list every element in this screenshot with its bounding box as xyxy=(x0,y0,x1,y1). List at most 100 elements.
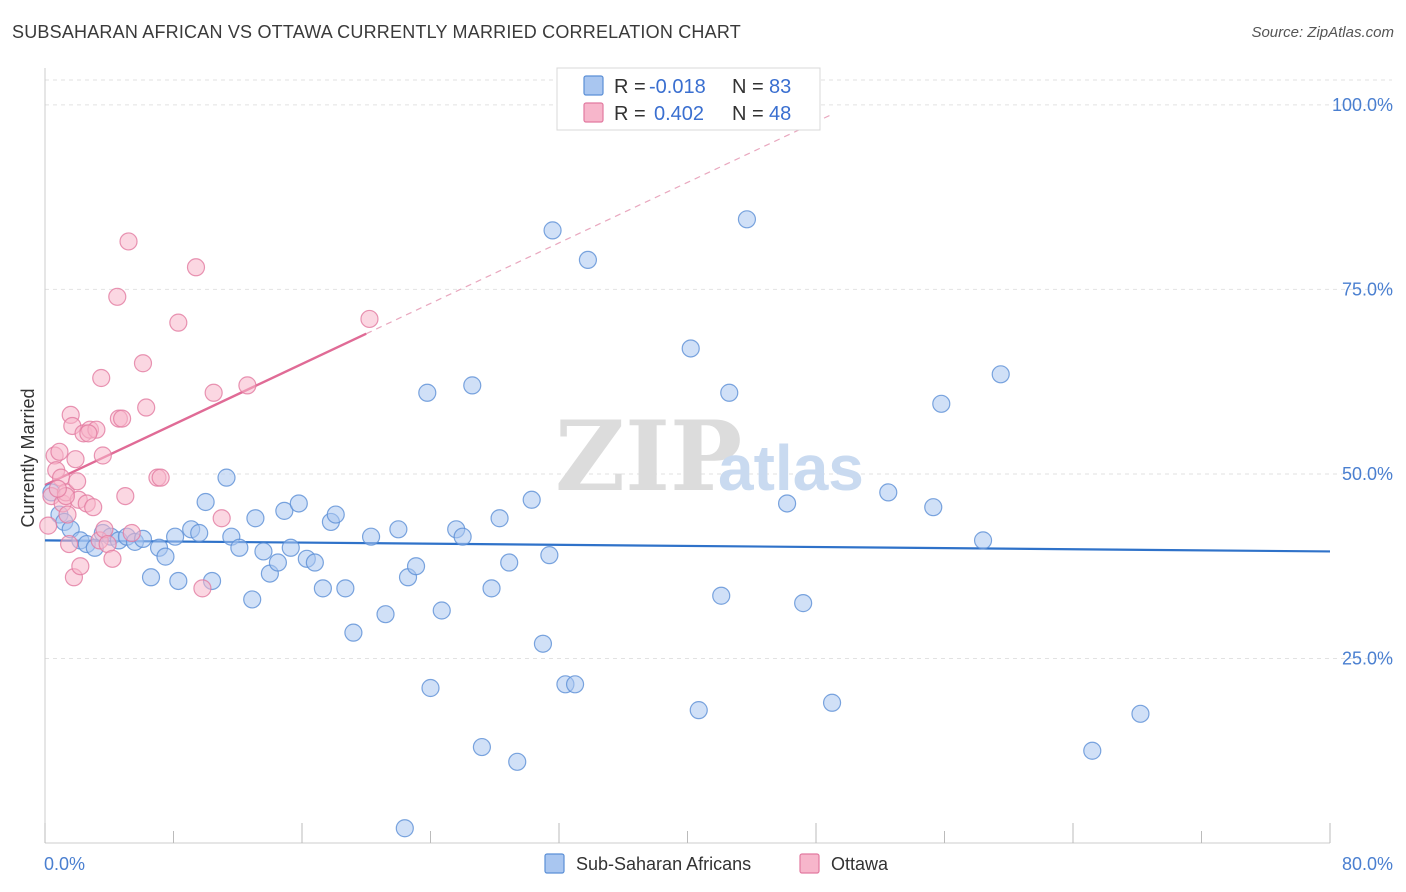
legend-r-value-pink: 0.402 xyxy=(654,103,704,125)
sub-saharan-point-42 xyxy=(389,520,408,539)
ottawa-point-33 xyxy=(122,523,141,543)
ottawa-point-32 xyxy=(119,232,138,251)
sub-saharan-point-26 xyxy=(246,509,265,528)
sub-saharan-point-76 xyxy=(1083,741,1102,760)
sub-saharan-point-38 xyxy=(336,579,355,598)
legend: R = -0.018 N = 83 R = 0.402 N = 48 xyxy=(556,67,821,131)
bottom-legend-swatch-pink xyxy=(799,853,820,874)
bottom-legend-swatch-blue xyxy=(544,853,565,874)
ottawa-point-20 xyxy=(84,498,103,517)
sub-saharan-point-73 xyxy=(932,394,951,413)
ottawa-point-0 xyxy=(39,516,58,535)
sub-saharan-point-29 xyxy=(268,553,288,572)
sub-saharan-point-49 xyxy=(453,527,472,546)
bottom-legend: Sub-Saharan Africans Ottawa xyxy=(544,853,889,874)
ottawa-point-47 xyxy=(79,424,98,443)
sub-saharan-point-24 xyxy=(230,538,249,557)
ottawa-point-31 xyxy=(116,486,135,506)
sub-saharan-point-66 xyxy=(720,383,739,402)
sub-saharan-point-70 xyxy=(822,693,842,712)
legend-swatch-pink xyxy=(583,102,604,123)
sub-saharan-point-16 xyxy=(166,527,185,546)
ottawa-point-40 xyxy=(193,579,212,598)
sub-saharan-point-55 xyxy=(508,752,527,771)
watermark-zip: ZIP xyxy=(555,400,742,513)
y-tick-label-25: 25.0% xyxy=(1342,648,1393,668)
legend-r-value-blue: -0.018 xyxy=(649,76,706,98)
y-axis-title: Currently Married xyxy=(18,388,38,527)
sub-saharan-point-20 xyxy=(196,492,215,512)
ottawa-point-30 xyxy=(112,409,132,428)
sub-saharan-point-61 xyxy=(565,675,585,694)
sub-saharan-point-40 xyxy=(361,527,381,546)
ottawa-point-23 xyxy=(92,368,111,388)
sub-saharan-point-65 xyxy=(712,586,731,605)
ottawa-point-44 xyxy=(360,309,379,329)
ottawa-point-43 xyxy=(238,376,257,395)
bottom-legend-label-blue: Sub-Saharan Africans xyxy=(576,854,751,874)
ottawa-point-8 xyxy=(58,505,77,524)
series-sub-saharan-points xyxy=(42,210,1150,838)
series-ottawa-points xyxy=(39,232,379,598)
sub-saharan-point-47 xyxy=(432,601,451,620)
ottawa-point-28 xyxy=(108,287,127,306)
sub-saharan-point-17 xyxy=(169,571,188,591)
trend-line-ottawa-extension xyxy=(365,113,833,335)
sub-saharan-point-15 xyxy=(156,547,175,566)
sub-saharan-point-59 xyxy=(543,221,562,240)
sub-saharan-point-32 xyxy=(289,494,308,513)
ottawa-point-38 xyxy=(169,313,188,332)
sub-saharan-point-69 xyxy=(794,594,813,613)
sub-saharan-point-34 xyxy=(305,553,324,572)
sub-saharan-point-72 xyxy=(924,498,943,517)
sub-saharan-point-74 xyxy=(973,531,993,550)
sub-saharan-point-71 xyxy=(879,483,898,502)
sub-saharan-point-67 xyxy=(737,210,757,229)
sub-saharan-point-50 xyxy=(463,376,482,395)
ottawa-point-42 xyxy=(212,509,231,528)
ottawa-point-35 xyxy=(137,398,156,417)
y-tick-label-75: 75.0% xyxy=(1342,279,1393,299)
sub-saharan-point-51 xyxy=(472,737,491,757)
ottawa-point-25 xyxy=(95,520,114,539)
sub-saharan-point-41 xyxy=(376,605,395,624)
axes xyxy=(44,68,1331,844)
x-tick-label-min: 0.0% xyxy=(44,854,85,874)
ottawa-point-4 xyxy=(50,442,69,461)
chart-title: SUBSAHARAN AFRICAN VS OTTAWA CURRENTLY M… xyxy=(12,22,741,42)
sub-saharan-point-45 xyxy=(418,383,437,402)
x-tick-labels: 0.0% 80.0% xyxy=(44,854,1393,874)
sub-saharan-point-54 xyxy=(500,553,519,572)
y-tick-label-50: 50.0% xyxy=(1342,464,1393,484)
legend-n-value-blue: 83 xyxy=(769,76,791,98)
ottawa-point-13 xyxy=(66,450,85,469)
sub-saharan-point-77 xyxy=(1131,704,1150,723)
legend-r-label-blue: R = xyxy=(614,76,646,98)
sub-saharan-point-27 xyxy=(254,542,273,561)
sub-saharan-point-44 xyxy=(406,557,426,576)
sub-saharan-point-78 xyxy=(395,819,414,838)
legend-n-label-blue: N = xyxy=(732,76,764,98)
sub-saharan-point-25 xyxy=(243,590,262,609)
sub-saharan-point-19 xyxy=(190,523,209,543)
sub-saharan-point-35 xyxy=(313,579,332,598)
sub-saharan-point-31 xyxy=(281,538,300,557)
ottawa-point-37 xyxy=(151,468,170,487)
sub-saharan-point-39 xyxy=(344,623,363,642)
y-tick-label-100: 100.0% xyxy=(1332,95,1393,115)
sub-saharan-point-46 xyxy=(421,678,440,698)
ottawa-point-16 xyxy=(71,557,90,576)
trend-line-sub-saharan xyxy=(44,539,1331,553)
watermark-atlas: atlas xyxy=(718,432,864,504)
ottawa-point-27 xyxy=(103,549,122,568)
sub-saharan-point-63 xyxy=(681,339,700,358)
sub-saharan-point-75 xyxy=(991,365,1010,384)
sub-saharan-point-30 xyxy=(275,501,294,520)
sub-saharan-point-13 xyxy=(141,568,161,587)
y-tick-labels: 25.0% 50.0% 75.0% 100.0% xyxy=(1332,95,1393,669)
sub-saharan-point-62 xyxy=(578,250,598,270)
ottawa-point-9 xyxy=(59,534,79,554)
sub-saharan-point-68 xyxy=(777,494,797,513)
grid-lines xyxy=(45,79,1392,659)
